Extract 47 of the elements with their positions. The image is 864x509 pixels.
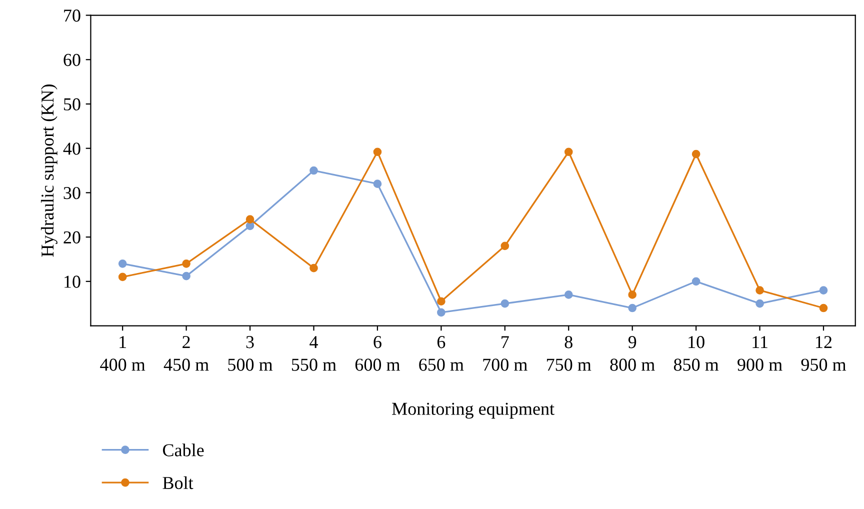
x-tick-label: 1 400 m: [100, 336, 146, 371]
point: [628, 290, 637, 299]
point: [246, 215, 254, 224]
x-tick-label: 12 950 m: [801, 336, 846, 371]
x-tick-label: 7 700 m: [483, 336, 528, 371]
point: [437, 297, 446, 306]
point: [628, 304, 637, 312]
legend-label: Bolt: [162, 476, 194, 490]
point: [564, 290, 573, 299]
point: [500, 242, 510, 250]
y-tick-label: 70: [64, 10, 80, 22]
y-tick-label: 60: [64, 54, 80, 66]
point: [182, 259, 190, 268]
point: [118, 272, 127, 282]
x-tick-label: 3 500 m: [228, 336, 273, 371]
x-tick-label: 11 900 m: [738, 336, 782, 371]
x-tick-label: 10 850 m: [674, 336, 719, 371]
x-tick-label: 2 450 m: [164, 336, 209, 371]
x-tick-label: 8 750 m: [546, 336, 592, 371]
point: [373, 148, 382, 156]
point: [500, 299, 510, 308]
point: [437, 308, 446, 317]
y-tick-label: 30: [64, 186, 80, 200]
point: [118, 259, 127, 268]
y-tick-label: 50: [64, 98, 80, 110]
x-tick-label: 6 650 m: [419, 336, 464, 371]
point: [756, 299, 764, 308]
point: [692, 277, 700, 286]
point: [246, 222, 254, 230]
y-axis-title: Hydraulic support (KN): [40, 84, 58, 257]
point: [564, 148, 573, 156]
y-tick-label: 40: [63, 142, 80, 155]
legend-label: Cable: [162, 444, 204, 456]
point: [310, 264, 318, 272]
y-tick-label: 20: [64, 231, 80, 244]
point: [310, 166, 318, 175]
point: [756, 286, 764, 294]
point: [692, 150, 700, 158]
point: [373, 180, 382, 188]
point: [182, 272, 190, 280]
point: [819, 304, 828, 312]
y-tick-label: 10: [64, 276, 80, 288]
point: [819, 286, 828, 294]
x-tick-label: 9 800 m: [610, 336, 655, 371]
x-tick-label: 4 550 m: [292, 336, 336, 371]
x-axis-title: Monitoring equipment: [392, 402, 554, 419]
x-tick-label: 6 600 m: [355, 336, 400, 371]
